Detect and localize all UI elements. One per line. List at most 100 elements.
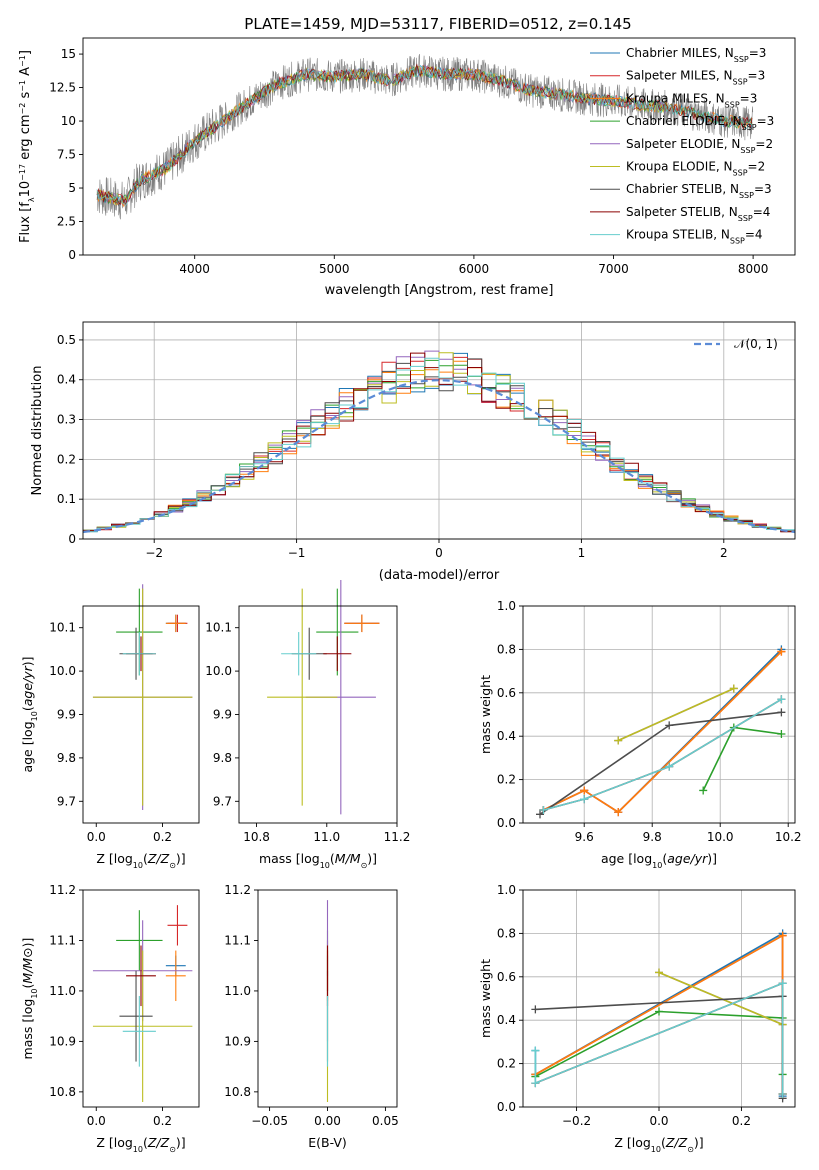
errorbar-point-7 (126, 945, 156, 1007)
y-tick-label: 0 (68, 248, 76, 262)
model-line-8 (96, 64, 753, 207)
x-axis-label: (data-model)/error (379, 568, 500, 583)
y-tick-label: 0.3 (57, 413, 76, 427)
weight-line-5 (658, 971, 783, 1026)
y-tick-label: 10.9 (49, 1034, 76, 1048)
axes-weight-vs-Z: −0.2 0.0 0.2 0.0 0.2 0.4 0.6 0.8 1.0 mass weight Z… (478, 883, 796, 1154)
x-tick-label: 4000 (179, 262, 210, 276)
y-tick-label: 0.2 (497, 1057, 516, 1071)
x-tick-label: 11.0 (313, 830, 340, 844)
weight-marker (536, 810, 544, 819)
axes-spectrum: 4000 5000 6000 7000 8000 0 2.5 5 7.5 10 12.5 15 Chab… (18, 37, 796, 298)
x-tick-label: −1 (288, 546, 306, 560)
x-axis-label: mass [log10(M/M⊙)] (259, 851, 377, 870)
legend-entry-7: Salpeter STELIB, NSSP=4 (626, 205, 770, 223)
spectrum-legend: Chabrier MILES, NSSP=3 Salpeter MILES, NS… (590, 46, 774, 245)
x-tick-label: 10.0 (707, 830, 734, 844)
legend-entry-0: Chabrier MILES, NSSP=3 (626, 46, 766, 64)
legend-entry-1: Salpeter MILES, NSSP=3 (626, 69, 765, 87)
y-tick-label: 0.6 (497, 970, 516, 984)
errorbar-point-1 (167, 905, 188, 946)
weight-marker (531, 1079, 540, 1088)
axes-age-vs-Z: 0.0 0.2 9.7 9.8 9.9 10.0 10.1 Z [log10(Z/Z⊙)] ag… (20, 584, 200, 870)
x-tick-label: 0.2 (732, 1114, 751, 1128)
y-tick-label: 11.2 (224, 883, 251, 897)
plot-area-age-vs-Z (92, 584, 193, 810)
errorbar-point-5 (92, 950, 193, 1102)
y-axis-label: age [log10(age/yr)] (20, 656, 39, 772)
axes-mass-vs-ebv: −0.05 0.00 0.05 10.8 10.9 11.0 11.1 11.2 E(B-V) (224, 883, 398, 1150)
weight-marker (699, 786, 708, 795)
plot-area-residuals (82, 350, 796, 534)
errorbar-point-3 (116, 910, 163, 971)
x-tick-label: 0 (435, 546, 443, 560)
y-tick-label: 0.4 (57, 373, 76, 387)
x-axis-label: Z [log10(Z/Z⊙)] (614, 1135, 703, 1154)
y-tick-label: 7.5 (57, 148, 76, 162)
y-tick-label: 11.2 (49, 883, 76, 897)
figure-title: PLATE=1459, MJD=53117, FIBERID=0512, z=0… (244, 15, 631, 33)
errorbar-point-8 (122, 632, 156, 676)
errorbar-point-8 (281, 632, 317, 676)
y-tick-label: 10.1 (49, 621, 76, 635)
legend-entry-3: Chabrier ELODIE, NSSP=3 (626, 114, 774, 132)
axes-frame (82, 889, 200, 1108)
axes-residuals: −2 −1 0 1 2 0 0.1 0.2 0.3 0.4 0.5 𝒩(0, 1) (data-mode… (30, 321, 796, 583)
y-tick-label: 0.5 (57, 333, 76, 347)
errorbar-point-8 (122, 995, 156, 1067)
y-tick-label: 15 (61, 47, 76, 61)
y-tick-label: 0.4 (497, 1013, 516, 1027)
y-tick-label: 10.0 (49, 664, 76, 678)
plot-area-spectrum (96, 54, 754, 220)
x-tick-label: 8000 (738, 262, 769, 276)
weight-marker (531, 1046, 540, 1055)
y-tick-label: 0.2 (57, 452, 76, 466)
y-tick-label: 5 (68, 181, 76, 195)
y-tick-label: 11.0 (49, 984, 76, 998)
x-tick-label: 0.0 (87, 1114, 106, 1128)
normal-curve (82, 379, 796, 534)
weight-marker (580, 795, 589, 804)
weight-marker (655, 1007, 663, 1016)
weight-line-3 (702, 726, 782, 791)
y-tick-label: 1.0 (497, 883, 516, 897)
x-tick-label: 7000 (598, 262, 629, 276)
x-tick-label: 0.2 (153, 830, 172, 844)
x-axis-label: Z [log10(Z/Z⊙)] (96, 851, 185, 870)
weight-marker (778, 931, 787, 940)
weight-marker (614, 808, 623, 817)
histogram-8 (83, 357, 795, 533)
x-tick-label: 0.05 (372, 1114, 399, 1128)
y-tick-label: 2.5 (57, 215, 76, 229)
y-tick-label: 1.0 (497, 599, 516, 613)
y-tick-label: 12.5 (49, 81, 76, 95)
weight-line-2 (543, 651, 782, 814)
axes-frame (82, 37, 796, 256)
axes-frame (522, 605, 796, 824)
model-line-7 (96, 63, 753, 205)
legend-entry-4: Salpeter ELODIE, NSSP=2 (626, 137, 773, 155)
x-axis-label: Z [log10(Z/Z⊙)] (96, 1135, 185, 1154)
x-tick-label: −2 (145, 546, 163, 560)
x-tick-label: 1 (578, 546, 586, 560)
x-tick-label: −0.05 (251, 1114, 288, 1128)
weight-marker (777, 695, 786, 704)
x-axis-label: wavelength [Angstrom, rest frame] (325, 283, 554, 298)
legend-entry-2: Kroupa MILES, NSSP=3 (626, 91, 757, 109)
weight-marker (665, 762, 674, 771)
weight-marker (580, 786, 589, 795)
y-tick-label: 9.8 (213, 751, 232, 765)
y-axis-label: Flux [fλ10−17 erg cm−2 s−1 A−1] (18, 50, 36, 243)
y-tick-label: 0.4 (497, 729, 516, 743)
legend-entry-5: Kroupa ELODIE, NSSP=2 (626, 160, 765, 178)
x-tick-label: 5000 (319, 262, 350, 276)
x-tick-label: 0.0 (649, 1114, 668, 1128)
y-axis-label: mass weight (478, 959, 493, 1038)
weight-marker (614, 736, 623, 745)
axes-weight-vs-age: 9.6 9.8 10.0 10.2 0.0 0.2 0.4 0.6 0.8 1.0 mass wei… (478, 599, 802, 870)
x-tick-label: 2 (720, 546, 728, 560)
y-tick-label: 10.8 (49, 1085, 76, 1099)
y-tick-label: 9.7 (213, 794, 232, 808)
legend-entry-8: Kroupa STELIB, NSSP=4 (626, 228, 763, 246)
